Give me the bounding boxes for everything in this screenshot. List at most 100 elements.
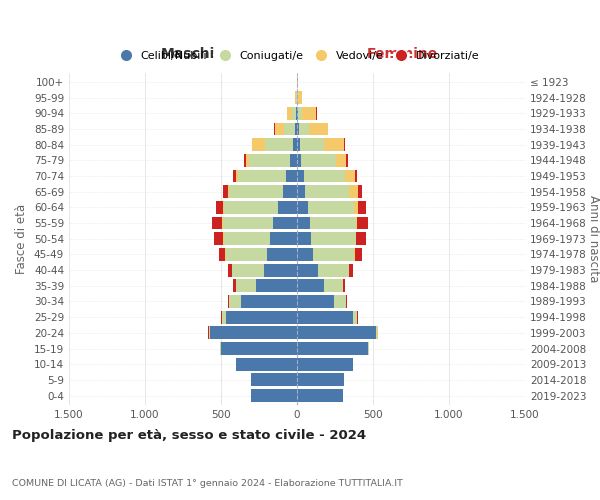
Bar xyxy=(313,248,354,261)
Bar xyxy=(212,216,222,230)
Bar xyxy=(290,154,297,167)
Bar xyxy=(295,91,296,104)
Bar xyxy=(356,232,366,245)
Bar xyxy=(297,280,323,292)
Legend: Celibi/Nubili, Coniugati/e, Vedovi/e, Divorziati/e: Celibi/Nubili, Coniugati/e, Vedovi/e, Di… xyxy=(110,46,484,66)
Bar xyxy=(354,201,358,214)
Bar xyxy=(297,138,300,151)
Bar xyxy=(357,310,358,324)
Bar xyxy=(308,201,354,214)
Bar xyxy=(223,216,274,230)
Bar xyxy=(268,248,297,261)
Bar xyxy=(236,280,256,292)
Bar xyxy=(304,170,345,182)
Bar xyxy=(236,358,297,370)
Bar xyxy=(297,232,311,245)
Bar xyxy=(224,201,278,214)
Bar xyxy=(222,216,223,230)
Bar xyxy=(233,170,236,182)
Bar xyxy=(356,216,357,230)
Bar xyxy=(236,170,238,182)
Bar xyxy=(300,138,323,151)
Bar xyxy=(229,186,283,198)
Bar xyxy=(301,154,336,167)
Bar xyxy=(211,326,297,340)
Bar xyxy=(346,154,349,167)
Bar xyxy=(377,326,378,340)
Bar xyxy=(227,186,229,198)
Bar xyxy=(323,138,344,151)
Bar xyxy=(229,295,241,308)
Bar xyxy=(343,280,346,292)
Bar xyxy=(297,216,310,230)
Text: Popolazione per età, sesso e stato civile - 2024: Popolazione per età, sesso e stato civil… xyxy=(12,430,366,442)
Bar xyxy=(228,295,229,308)
Bar xyxy=(297,122,299,136)
Bar xyxy=(358,201,365,214)
Bar xyxy=(226,248,268,261)
Bar xyxy=(344,138,345,151)
Bar xyxy=(286,170,297,182)
Bar xyxy=(221,310,222,324)
Bar xyxy=(252,138,265,151)
Bar xyxy=(275,122,284,136)
Bar xyxy=(228,264,232,276)
Bar xyxy=(247,154,249,167)
Bar xyxy=(354,248,355,261)
Bar xyxy=(226,310,297,324)
Bar xyxy=(256,280,297,292)
Bar xyxy=(274,216,297,230)
Bar xyxy=(223,201,224,214)
Bar xyxy=(353,310,357,324)
Bar xyxy=(297,248,313,261)
Bar xyxy=(297,264,318,276)
Bar xyxy=(349,264,353,276)
Bar xyxy=(355,248,362,261)
Bar xyxy=(336,154,346,167)
Text: Femmine: Femmine xyxy=(366,47,437,61)
Bar xyxy=(297,310,353,324)
Bar xyxy=(222,310,226,324)
Bar xyxy=(295,122,297,136)
Bar xyxy=(310,122,328,136)
Bar xyxy=(323,280,343,292)
Bar xyxy=(334,295,346,308)
Bar xyxy=(292,107,296,120)
Bar xyxy=(297,342,368,355)
Bar xyxy=(296,107,297,120)
Bar xyxy=(209,326,211,340)
Bar xyxy=(299,122,310,136)
Bar xyxy=(298,107,302,120)
Bar xyxy=(358,186,362,198)
Bar xyxy=(302,107,316,120)
Bar xyxy=(232,264,263,276)
Bar xyxy=(376,326,377,340)
Bar xyxy=(297,326,376,340)
Bar xyxy=(316,107,317,120)
Bar xyxy=(305,186,349,198)
Bar xyxy=(297,389,343,402)
Bar xyxy=(223,232,224,245)
Bar xyxy=(214,232,223,245)
Bar xyxy=(251,138,252,151)
Bar xyxy=(297,154,301,167)
Y-axis label: Fasce di età: Fasce di età xyxy=(16,204,28,274)
Bar xyxy=(208,326,209,340)
Bar xyxy=(346,295,347,308)
Bar xyxy=(263,264,297,276)
Bar xyxy=(251,374,297,386)
Bar xyxy=(368,342,369,355)
Bar xyxy=(318,264,349,276)
Bar xyxy=(219,248,225,261)
Bar xyxy=(274,122,275,136)
Bar xyxy=(297,107,298,120)
Bar xyxy=(378,326,379,340)
Bar xyxy=(278,201,297,214)
Bar xyxy=(283,186,297,198)
Bar xyxy=(223,186,227,198)
Bar xyxy=(357,216,368,230)
Bar xyxy=(241,295,297,308)
Bar xyxy=(311,232,356,245)
Bar xyxy=(297,201,308,214)
Bar xyxy=(220,342,221,355)
